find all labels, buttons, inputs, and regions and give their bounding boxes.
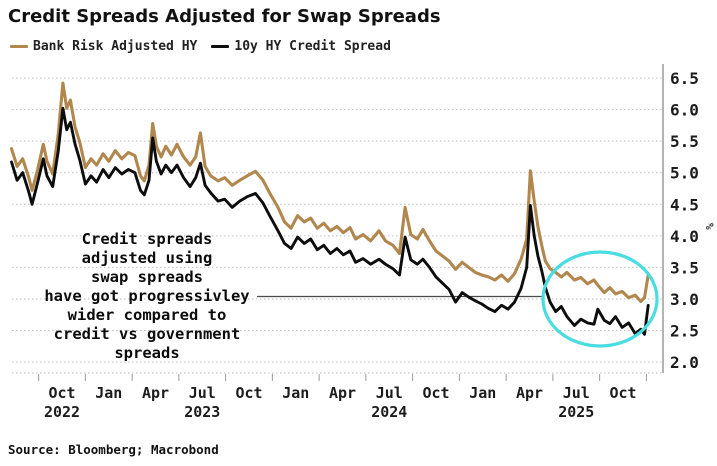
annotation-line: have got progressivley	[44, 287, 250, 305]
annotation-text: Credit spreads adjusted using swap spreads…	[22, 230, 272, 363]
source-text: Source: Bloomberg; Macrobond	[8, 442, 219, 457]
line-swatch-icon	[211, 45, 230, 48]
x-axis-month-label: Jul	[376, 384, 403, 402]
annotation-line: spreads	[114, 344, 180, 362]
legend-item-bank-risk: Bank Risk Adjusted HY	[10, 39, 197, 54]
x-axis-month-label: Apr	[516, 384, 543, 402]
y-axis-tick-label: 2.5	[670, 322, 699, 341]
y-axis-tick-label: 6.0	[670, 101, 699, 120]
y-axis-tick-label: 5.0	[670, 164, 699, 183]
x-axis-month-label: Jan	[282, 384, 309, 402]
highlight-ellipse	[541, 250, 659, 348]
annotation-line: swap spreads	[91, 268, 203, 286]
annotation-line: credit vs government	[53, 325, 241, 343]
y-axis-tick-label: 5.5	[670, 132, 699, 151]
x-axis-month-label: Jul	[563, 384, 590, 402]
annotation-line: Credit spreads	[81, 230, 213, 248]
legend-label-credit-spread: 10y HY Credit Spread	[234, 39, 391, 54]
y-axis-tick-label: 6.5	[670, 69, 699, 88]
y-axis-tick-label: 4.5	[670, 195, 699, 214]
y-axis-tick-label: 2.0	[670, 353, 699, 372]
legend-item-credit-spread: 10y HY Credit Spread	[211, 39, 391, 54]
x-axis-month-label: Oct	[48, 384, 75, 402]
x-axis-month-label: Apr	[142, 384, 169, 402]
chart-title: Credit Spreads Adjusted for Swap Spreads	[8, 6, 441, 27]
x-axis-month-label: Apr	[329, 384, 356, 402]
x-axis-year-label: 2023	[184, 403, 220, 421]
annotation-line: wider compared to	[67, 306, 227, 324]
x-axis-month-label: Oct	[422, 384, 449, 402]
x-axis-year-label: 2022	[44, 403, 80, 421]
legend: Bank Risk Adjusted HY 10y HY Credit Spre…	[10, 39, 399, 54]
x-axis-month-label: Oct	[235, 384, 262, 402]
x-axis-month-label: Jul	[189, 384, 216, 402]
x-axis-month-label: Oct	[609, 384, 636, 402]
y-axis-tick-label: 3.0	[670, 290, 699, 309]
line-swatch-icon	[10, 45, 28, 48]
y-axis-unit-label: %	[703, 223, 716, 230]
series-line-bank-risk-adjusted-hy	[9, 81, 650, 304]
x-axis-year-label: 2024	[371, 403, 407, 421]
x-axis-month-label: Jan	[95, 384, 122, 402]
x-axis-year-label: 2025	[558, 403, 594, 421]
y-axis-tick-label: 3.5	[670, 258, 699, 277]
legend-label-bank-risk: Bank Risk Adjusted HY	[33, 39, 198, 54]
x-axis-month-label: Jan	[469, 384, 496, 402]
annotation-line: adjusted using	[81, 249, 213, 267]
y-axis-tick-label: 4.0	[670, 227, 699, 246]
